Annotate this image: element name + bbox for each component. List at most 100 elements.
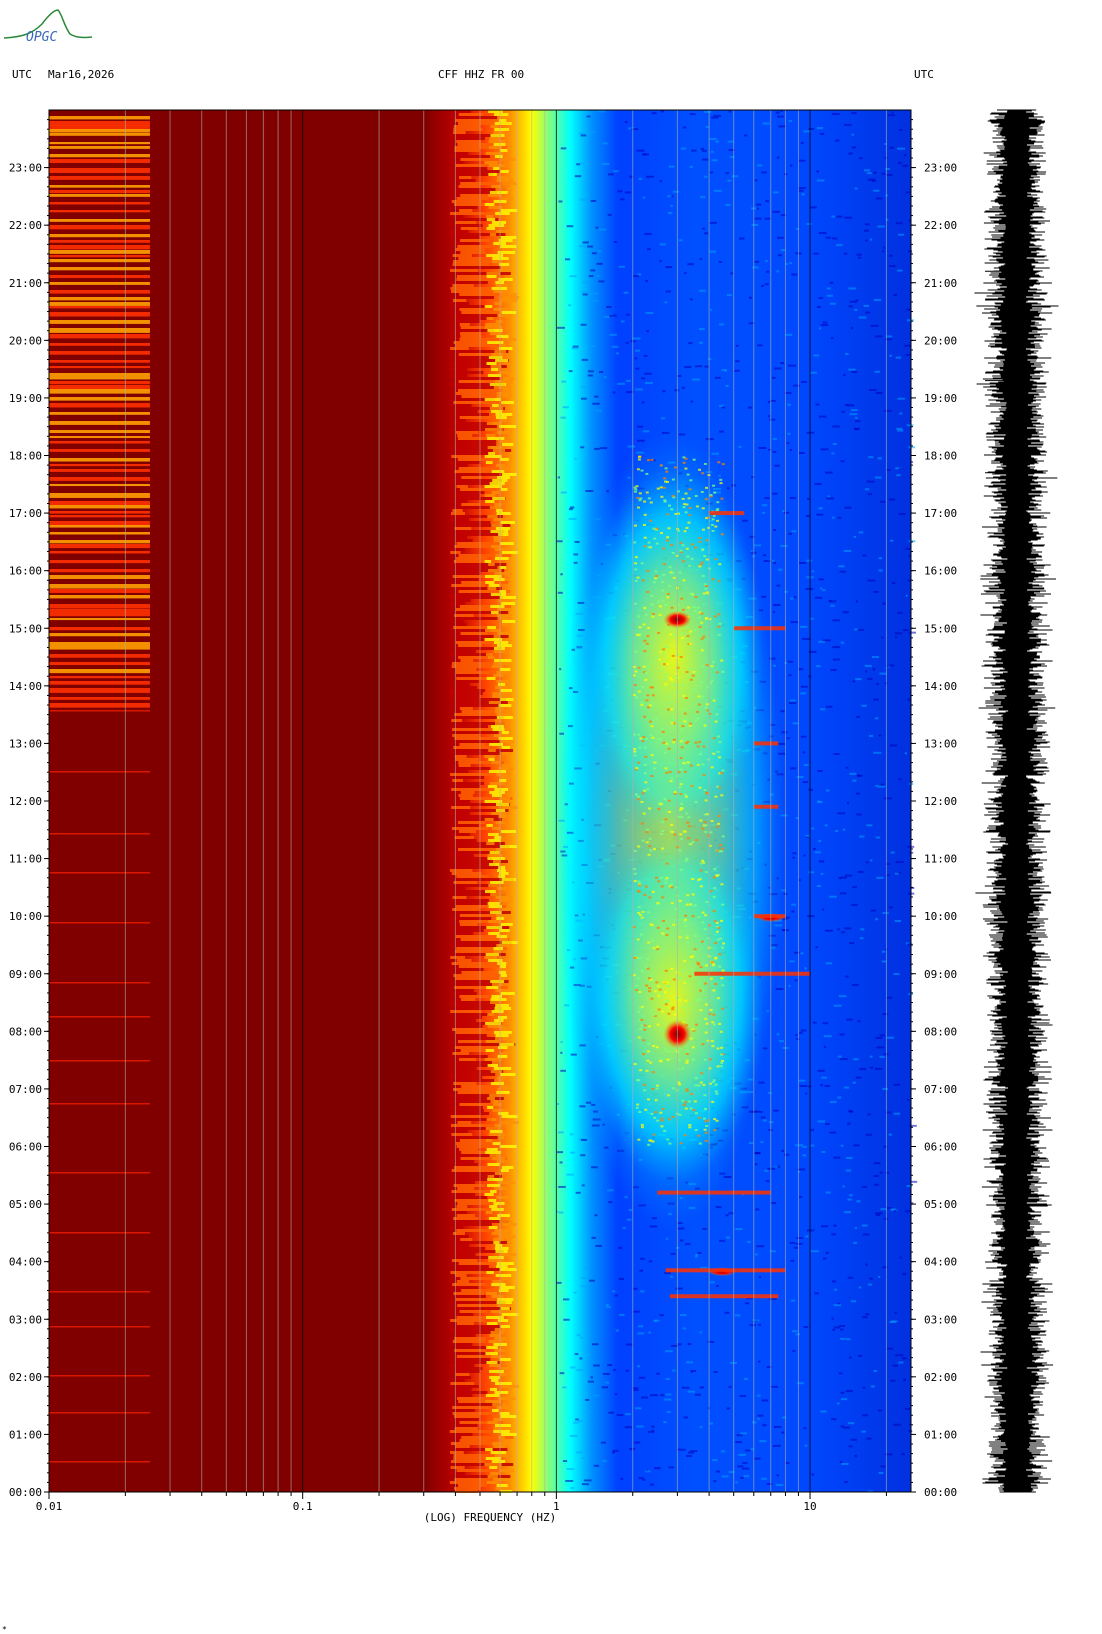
edge-streak xyxy=(490,998,507,1001)
noise-speck xyxy=(853,1144,860,1147)
noise-speck xyxy=(580,446,585,449)
noise-speck xyxy=(735,1228,743,1231)
noise-speck xyxy=(605,1303,609,1306)
lowfreq-streak xyxy=(49,116,150,120)
noise-speck xyxy=(719,430,724,433)
edge-streak xyxy=(450,1466,465,1469)
edge-streak xyxy=(491,761,500,764)
noise-speck xyxy=(632,1387,639,1390)
burst-speck xyxy=(660,820,664,823)
edge-streak xyxy=(502,1223,517,1226)
edge-streak xyxy=(497,683,506,686)
edge-streak xyxy=(486,986,499,989)
edge-streak xyxy=(495,1382,512,1385)
noise-speck xyxy=(848,368,856,371)
noise-speck xyxy=(612,1449,619,1452)
noise-speck xyxy=(587,1428,593,1431)
edge-streak xyxy=(496,512,511,515)
noise-speck xyxy=(826,294,833,297)
noise-speck xyxy=(688,1451,695,1454)
burst-speck xyxy=(698,468,702,471)
noise-speck xyxy=(602,1373,610,1376)
noise-speck xyxy=(640,1290,645,1293)
edge-streak xyxy=(492,1280,504,1283)
edge-streak xyxy=(501,746,511,749)
edge-streak xyxy=(453,929,484,932)
noise-speck xyxy=(772,1444,781,1447)
lowfreq-streak xyxy=(49,373,150,377)
lowfreq-streak xyxy=(49,609,150,614)
edge-streak xyxy=(457,1304,502,1307)
noise-speck xyxy=(581,291,589,294)
noise-speck xyxy=(756,203,762,206)
edge-streak xyxy=(488,749,496,752)
lowfreq-streak xyxy=(49,328,150,333)
noise-speck xyxy=(829,1131,837,1134)
burst-speck xyxy=(663,477,667,480)
edge-streak xyxy=(460,194,499,197)
noise-speck xyxy=(868,388,877,391)
edge-streak xyxy=(485,1151,502,1154)
burst-speck xyxy=(702,1117,706,1120)
noise-speck xyxy=(903,629,909,632)
noise-speck xyxy=(784,391,792,394)
noise-speck xyxy=(585,1398,590,1401)
noise-speck xyxy=(556,540,563,543)
burst-speck xyxy=(693,688,697,691)
edge-streak xyxy=(486,926,503,929)
noise-speck xyxy=(775,111,780,114)
burst-speck xyxy=(717,613,721,616)
noise-speck xyxy=(772,191,779,194)
noise-speck xyxy=(797,1382,804,1385)
edge-streak xyxy=(488,146,502,149)
noise-speck xyxy=(791,530,797,533)
burst-speck xyxy=(663,1129,667,1132)
burst-speck xyxy=(694,1129,698,1132)
edge-streak xyxy=(492,260,503,263)
burst-speck xyxy=(660,1125,664,1128)
burst-speck xyxy=(721,769,725,772)
y-tick-label-right: 14:00 xyxy=(924,680,957,693)
burst-speck xyxy=(652,947,656,950)
edge-streak xyxy=(450,1094,497,1097)
edge-streak xyxy=(488,452,495,455)
noise-speck xyxy=(816,127,824,130)
noise-speck xyxy=(557,591,563,594)
noise-speck xyxy=(907,579,911,582)
noise-speck xyxy=(711,452,720,455)
noise-speck xyxy=(705,125,710,128)
noise-speck xyxy=(571,347,579,350)
noise-speck xyxy=(613,240,617,243)
burst-speck xyxy=(637,634,641,637)
y-tick-label-right: 03:00 xyxy=(924,1313,957,1326)
noise-speck xyxy=(855,678,862,681)
burst-speck xyxy=(654,1099,658,1102)
edge-streak xyxy=(451,719,463,722)
burst-speck xyxy=(680,807,684,810)
noise-speck xyxy=(589,1279,595,1282)
lowfreq-streak xyxy=(49,551,150,554)
edge-streak xyxy=(460,335,482,338)
burst-speck xyxy=(699,681,703,684)
edge-streak xyxy=(494,503,503,506)
noise-speck xyxy=(875,784,879,787)
burst-speck xyxy=(640,800,644,803)
burst-speck xyxy=(657,950,661,953)
edge-streak xyxy=(493,308,508,311)
noise-speck xyxy=(855,600,859,603)
noise-speck xyxy=(699,289,707,292)
burst-speck xyxy=(688,1003,692,1006)
noise-speck xyxy=(861,1316,868,1319)
noise-speck xyxy=(694,1255,698,1258)
noise-speck xyxy=(861,1430,866,1433)
noise-speck xyxy=(734,369,740,372)
noise-speck xyxy=(833,1224,837,1227)
noise-speck xyxy=(804,967,807,970)
burst-speck xyxy=(643,650,647,653)
y-tick-label-right: 23:00 xyxy=(924,162,957,175)
edge-streak xyxy=(450,518,470,521)
burst-speck xyxy=(664,683,668,686)
noise-speck xyxy=(701,149,707,152)
burst-speck xyxy=(668,770,672,773)
noise-speck xyxy=(881,172,886,175)
